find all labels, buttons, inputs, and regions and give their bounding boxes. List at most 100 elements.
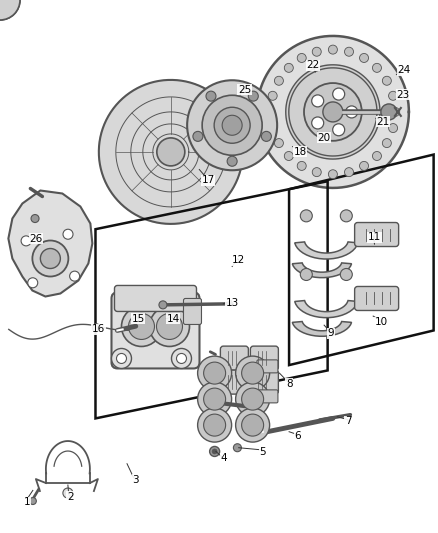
Polygon shape (295, 242, 358, 259)
Circle shape (40, 248, 60, 269)
Circle shape (340, 269, 352, 280)
Circle shape (214, 107, 250, 143)
Circle shape (261, 131, 272, 141)
Circle shape (268, 124, 277, 133)
Circle shape (0, 0, 20, 20)
Circle shape (275, 76, 283, 85)
FancyBboxPatch shape (112, 293, 199, 368)
Polygon shape (99, 80, 243, 224)
Circle shape (312, 95, 324, 107)
Circle shape (21, 236, 31, 246)
FancyBboxPatch shape (114, 286, 197, 311)
Circle shape (112, 349, 131, 368)
Circle shape (389, 124, 398, 133)
Circle shape (328, 169, 337, 179)
Circle shape (233, 443, 241, 452)
Circle shape (156, 313, 183, 340)
Circle shape (32, 240, 68, 277)
FancyBboxPatch shape (355, 222, 399, 247)
Circle shape (389, 91, 398, 100)
FancyBboxPatch shape (251, 370, 279, 394)
Circle shape (212, 449, 217, 454)
Text: 14: 14 (166, 314, 180, 324)
Circle shape (31, 214, 39, 223)
FancyBboxPatch shape (257, 360, 278, 373)
Circle shape (172, 349, 191, 368)
Polygon shape (257, 36, 409, 188)
Circle shape (346, 106, 358, 118)
Circle shape (204, 388, 226, 410)
Circle shape (382, 76, 391, 85)
Circle shape (117, 353, 127, 364)
Circle shape (29, 497, 36, 505)
Text: 4: 4 (220, 454, 227, 463)
Text: 26: 26 (29, 234, 42, 244)
Circle shape (198, 408, 232, 442)
Circle shape (360, 161, 368, 171)
Text: 24: 24 (397, 66, 410, 75)
Text: 16: 16 (92, 325, 105, 334)
Circle shape (372, 63, 381, 72)
Circle shape (304, 83, 362, 141)
Circle shape (121, 306, 162, 346)
Circle shape (63, 488, 73, 498)
Circle shape (345, 47, 353, 56)
Circle shape (328, 45, 337, 54)
Circle shape (266, 108, 275, 116)
Circle shape (297, 161, 306, 171)
Circle shape (323, 102, 343, 122)
Circle shape (242, 362, 264, 384)
Text: 17: 17 (201, 175, 215, 185)
FancyBboxPatch shape (251, 346, 279, 370)
Circle shape (372, 151, 381, 160)
Circle shape (63, 229, 73, 239)
Circle shape (0, 0, 20, 20)
Text: 10: 10 (374, 318, 388, 327)
Circle shape (236, 356, 270, 390)
Text: 20: 20 (318, 133, 331, 142)
Polygon shape (292, 321, 352, 336)
Circle shape (333, 88, 345, 100)
Text: 23: 23 (396, 90, 410, 100)
Circle shape (382, 139, 391, 148)
Circle shape (204, 362, 226, 384)
Text: 3: 3 (132, 475, 139, 484)
Text: 5: 5 (259, 447, 266, 457)
Circle shape (300, 210, 312, 222)
Circle shape (340, 210, 352, 222)
FancyBboxPatch shape (220, 370, 248, 394)
Text: 1: 1 (24, 497, 31, 507)
Circle shape (193, 131, 203, 141)
Circle shape (268, 91, 277, 100)
Circle shape (345, 167, 353, 176)
Circle shape (202, 95, 262, 155)
Circle shape (312, 117, 324, 129)
Circle shape (236, 382, 270, 416)
Polygon shape (8, 190, 92, 296)
Polygon shape (292, 263, 352, 278)
Text: 22: 22 (307, 60, 320, 70)
Text: 12: 12 (232, 255, 245, 265)
Circle shape (275, 139, 283, 148)
Text: 11: 11 (368, 232, 381, 242)
Text: 9: 9 (327, 328, 334, 338)
FancyBboxPatch shape (184, 298, 201, 325)
Text: 21: 21 (377, 117, 390, 126)
Circle shape (198, 356, 232, 390)
Text: 2: 2 (67, 492, 74, 502)
Circle shape (242, 414, 264, 436)
Circle shape (300, 269, 312, 280)
Circle shape (360, 53, 368, 62)
Circle shape (157, 138, 185, 166)
Circle shape (198, 382, 232, 416)
Text: 15: 15 (131, 314, 145, 324)
Text: 18: 18 (293, 147, 307, 157)
Polygon shape (295, 301, 358, 318)
Circle shape (128, 313, 155, 340)
Circle shape (28, 278, 38, 288)
Circle shape (187, 80, 277, 170)
Circle shape (284, 151, 293, 160)
Circle shape (70, 271, 80, 281)
Circle shape (312, 47, 321, 56)
Circle shape (159, 301, 167, 309)
